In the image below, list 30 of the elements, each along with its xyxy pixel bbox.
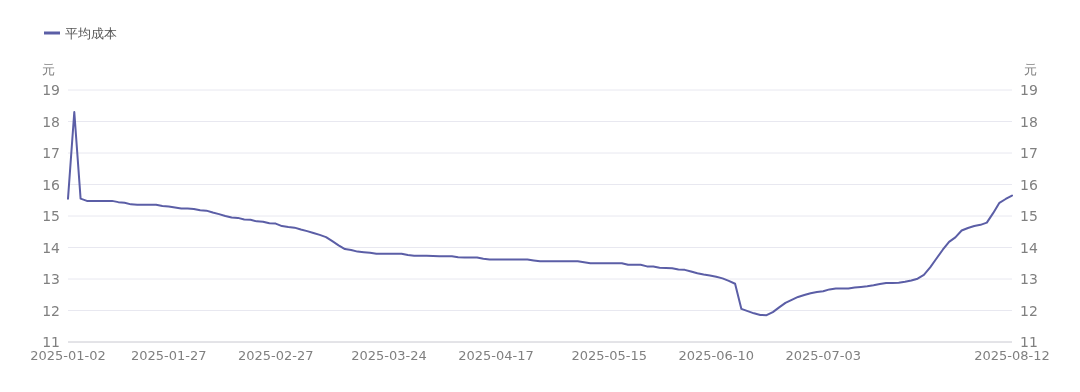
y2-tick-label: 13: [1020, 271, 1038, 287]
y2-tick-label: 16: [1020, 176, 1038, 193]
y2-tick-label: 15: [1020, 208, 1038, 224]
y2-axis-title: 元: [1023, 62, 1037, 77]
x-tick-label: 2025-07-03: [785, 348, 861, 363]
y-tick-label: 19: [42, 82, 60, 98]
legend-label: 平均成本: [65, 26, 117, 41]
y2-tick-label: 14: [1020, 239, 1038, 256]
y-tick-label: 16: [42, 176, 61, 193]
y-tick-label: 14: [42, 239, 61, 256]
y-axis-title: 元: [41, 62, 55, 77]
x-tick-label: 2025-01-27: [130, 348, 207, 363]
y2-tick-label: 18: [1020, 113, 1038, 130]
x-tick-label: 2025-01-02: [30, 348, 106, 363]
x-tick-label: 2025-06-10: [678, 348, 754, 363]
y-tick-label: 18: [42, 113, 60, 130]
y-tick-label: 12: [42, 302, 60, 319]
y-tick-label: 11: [42, 334, 60, 350]
x-tick-label: 2025-03-24: [351, 348, 427, 363]
y-tick-label: 15: [42, 208, 60, 224]
y2-tick-label: 11: [1020, 334, 1038, 350]
y2-tick-label: 19: [1020, 82, 1038, 98]
y-tick-label: 17: [42, 145, 60, 161]
y2-tick-label: 12: [1020, 302, 1038, 319]
y-tick-label: 13: [42, 271, 60, 287]
x-tick-label: 2025-04-17: [458, 348, 534, 363]
x-tick-label: 2025-08-12: [974, 348, 1050, 363]
y2-tick-label: 17: [1020, 145, 1038, 161]
x-tick-label: 2025-02-27: [237, 348, 314, 363]
x-tick-label: 2025-05-15: [571, 348, 648, 363]
